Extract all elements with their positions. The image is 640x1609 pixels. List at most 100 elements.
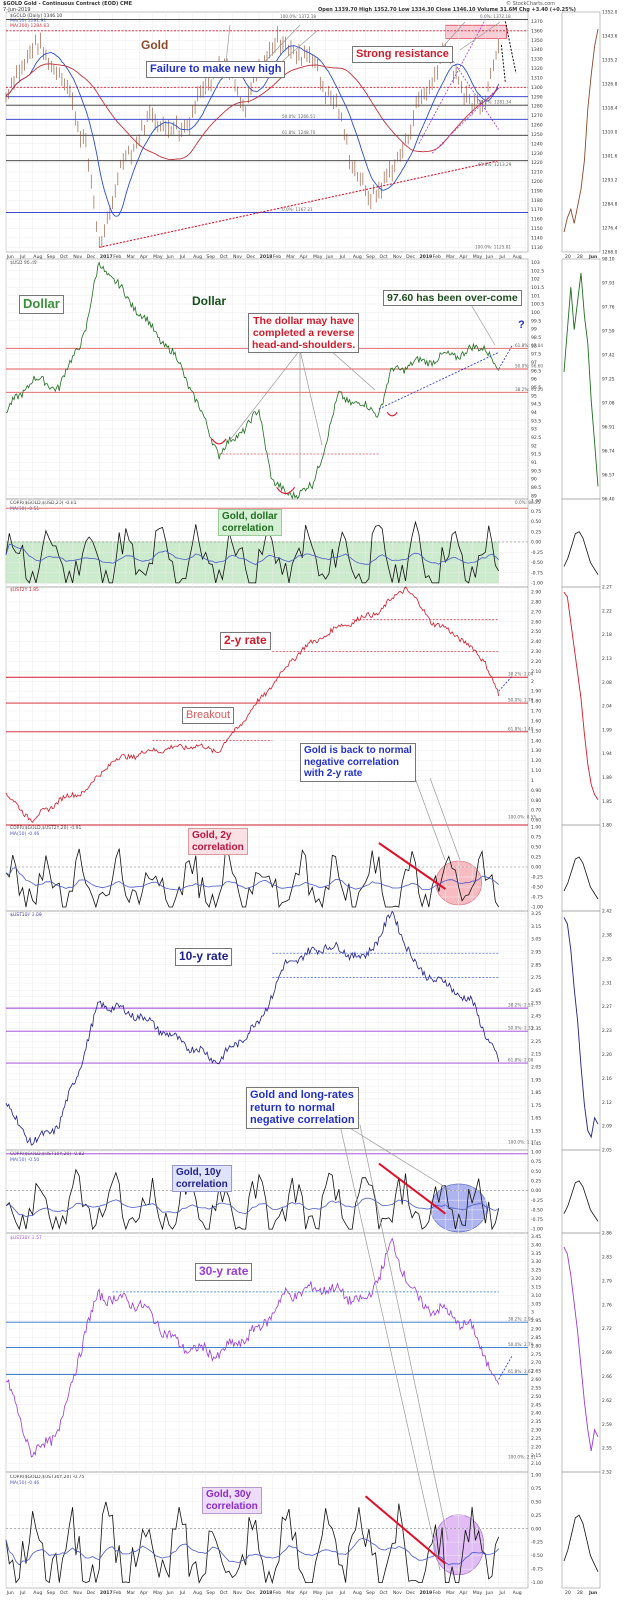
x-tick-label: 2018 xyxy=(260,1590,273,1596)
y-tick-label: -1.00 xyxy=(531,1227,543,1233)
side-y-tick-label: 2.38 xyxy=(602,933,612,939)
y-tick-label: 0.75 xyxy=(531,509,541,515)
horizontal-levels xyxy=(6,19,528,1529)
dollar-question-mark: ? xyxy=(518,319,525,331)
fib-labels: 100.0%: 1372.18 0.0%: 1372.18 38.2%: 1281.… xyxy=(280,14,543,1460)
side-y-tick-label: 2.05 xyxy=(602,1148,612,1154)
side-y-tick-label: 1310.0 xyxy=(602,130,618,136)
usd-blue-trendline xyxy=(378,351,499,410)
x-tick-label: Feb xyxy=(113,1590,121,1596)
x-tick-label: Mar xyxy=(446,1590,455,1596)
side-series-line xyxy=(563,591,599,800)
gold-30y-corr-line-1: Gold, 30y xyxy=(206,1489,252,1500)
side-y-tick-label: 1.99 xyxy=(602,727,612,733)
corr-ma-line-corr-gold-10y xyxy=(5,1197,499,1218)
side-y-tick-label: 2.76 xyxy=(602,1302,612,1308)
x-tick-label: Mar xyxy=(286,1590,295,1596)
y-tick-label: 0.75 xyxy=(531,1486,541,1492)
y-tick-label: 2.55 xyxy=(531,1385,541,1391)
y-tick-label: 3.05 xyxy=(531,937,541,943)
ust10y-legend: $UST10Y 2.09 xyxy=(10,913,42,918)
side-panel-frame-c10 xyxy=(561,1149,601,1234)
y-tick-label: -0.25 xyxy=(531,550,543,556)
corr-ma-line-corr-gold-2y xyxy=(5,867,499,891)
corr-2y-arrow xyxy=(378,842,447,890)
side-y-tick-label: 96.74 xyxy=(602,449,615,455)
dollar-box-label: Dollar xyxy=(19,295,64,314)
x-tick-label: Apr xyxy=(459,254,467,260)
strong-resistance-label: Strong resistance xyxy=(352,46,453,63)
corr-2y-ma-legend: MA(50) -0.46 xyxy=(10,832,40,837)
gold-down-arrow-2 xyxy=(500,44,506,83)
callout-line xyxy=(229,349,301,441)
side-y-tick-label: 1284.8 xyxy=(602,202,618,208)
y-tick-label: 2.90 xyxy=(531,590,541,596)
y-tick-label: 1180 xyxy=(531,198,543,204)
side-y-tick-label: 2.35 xyxy=(602,956,612,962)
x-tick-label: 2017 xyxy=(100,1590,113,1596)
gold-dollar-corr-line-2: correlation xyxy=(222,522,274,534)
y-tick-label: 2.60 xyxy=(531,619,541,625)
x-tick-label: Jun xyxy=(6,1590,14,1596)
x-tick-label: Jul xyxy=(179,254,186,260)
gold-30y-corr-line-2: correlation xyxy=(206,1500,258,1512)
fib-label: 61.8%: 2.08 xyxy=(508,1058,534,1063)
y-tick-label: 1220 xyxy=(531,160,543,166)
y-tick-label: 1.40 xyxy=(531,738,541,744)
x-tick-label: Dec xyxy=(246,254,255,260)
x-tick-label: 2019 xyxy=(419,1590,432,1596)
y-tick-label: -0.25 xyxy=(531,875,543,881)
fib-label: 0.0%: 1372.18 xyxy=(480,14,511,19)
side-x-tick-label: Jun xyxy=(588,1590,597,1596)
x-tick-label: Jul xyxy=(179,1590,186,1596)
y-tick-label: 0.80 xyxy=(531,798,541,804)
fib-label: 100.0%: 1.37 xyxy=(508,1139,536,1144)
side-panel-frame-gold xyxy=(561,11,601,253)
y-tick-label: 0.25 xyxy=(531,1178,541,1184)
x-tick-label: May xyxy=(153,1590,163,1596)
y-tick-label: 1320 xyxy=(531,66,543,72)
y-tick-label: 1370 xyxy=(531,19,543,25)
corr-line-corr-gold-30y xyxy=(5,1501,500,1585)
series-line-ust10y xyxy=(5,910,500,1146)
y-tick-label: 1310 xyxy=(531,75,543,81)
corr-line-corr-gold-10y xyxy=(5,1168,500,1231)
y-tick-label: 2.45 xyxy=(531,1402,541,1408)
y-tick-label: 0.60 xyxy=(531,818,541,824)
gold-2y-corr-label: Gold, 2y correlation xyxy=(188,828,248,855)
y-tick-label: 1210 xyxy=(531,170,543,176)
y-tick-label: -0.50 xyxy=(531,560,543,566)
y-tick-label: 2.40 xyxy=(531,639,541,645)
side-y-tick-label: 2.86 xyxy=(602,1231,612,1237)
x-tick-label: Jul xyxy=(19,254,26,260)
side-y-tick-label: 1343.6 xyxy=(602,34,618,40)
side-y-tick-label: 1293.2 xyxy=(602,178,618,184)
x-tick-label: Mar xyxy=(127,254,136,260)
callout-line xyxy=(359,1124,449,1541)
y-tick-label: 1190 xyxy=(531,188,543,194)
side-y-tick-label: 2.12 xyxy=(602,1100,612,1106)
x-tick-label: Aug xyxy=(33,254,42,260)
side-y-tick-label: 2.13 xyxy=(602,656,612,662)
y-tick-label: 1130 xyxy=(531,245,543,251)
gold-30y-corr-label: Gold, 30y correlation xyxy=(202,1487,262,1514)
x-tick-label: Oct xyxy=(60,254,68,260)
gold-2y-normal-line-1: Gold is back to normal xyxy=(304,745,412,756)
x-tick-label: Mar xyxy=(127,1590,136,1596)
y-tick-label: 0.50 xyxy=(531,1499,541,1505)
y-tick-label: -0.75 xyxy=(531,1217,543,1223)
x-tick-label: Jul xyxy=(498,254,505,260)
y-tick-label: 2.80 xyxy=(531,599,541,605)
y-tick-label: 1 xyxy=(531,778,534,784)
side-y-tick-label: 2.08 xyxy=(602,680,612,686)
y-tick-label: 2.70 xyxy=(531,1360,541,1366)
x-tick-label: Dec xyxy=(406,254,415,260)
x-tick-label: Apr xyxy=(300,1590,308,1596)
fib-label: 61.8%: 1248.70 xyxy=(282,130,316,135)
x-tick-label: Jun xyxy=(485,1590,493,1596)
gold-2y-corr-line-2: correlation xyxy=(192,841,244,853)
y-tick-label: 1160 xyxy=(531,217,543,223)
side-y-tick-label: 2.52 xyxy=(602,1470,612,1476)
gold-long-rates-line-3: negative correlation xyxy=(250,1114,355,1127)
